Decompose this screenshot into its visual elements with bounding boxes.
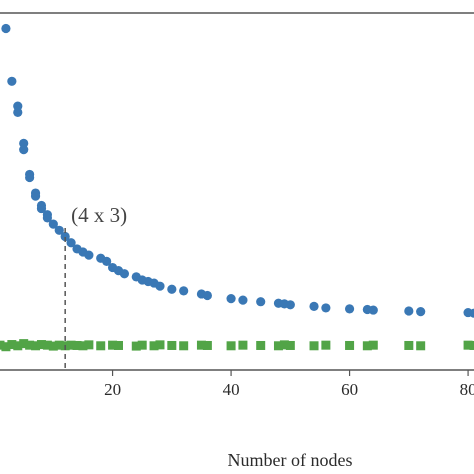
data-point-circle: [19, 144, 29, 155]
data-point-circle: [48, 219, 58, 229]
data-point-circle: [102, 256, 112, 266]
data-point-circle: [1, 23, 11, 34]
data-point-square: [285, 340, 295, 350]
data-point-circle: [285, 300, 295, 310]
data-point-square: [42, 340, 52, 350]
data-point-circle: [238, 295, 248, 305]
data-point-circle: [404, 306, 414, 316]
data-point-square: [238, 340, 248, 350]
x-axis-title: Number of nodes: [228, 450, 353, 470]
annotation-group: (4 x 3): [64, 203, 127, 370]
data-point-circle: [155, 281, 165, 291]
data-point-square: [155, 340, 165, 350]
data-point-square: [179, 341, 189, 351]
annotation-label: (4 x 3): [71, 203, 127, 227]
x-tick-label: 80: [460, 380, 474, 399]
data-point-square: [202, 340, 212, 350]
data-point-circle: [226, 294, 236, 304]
data-point-square: [48, 341, 58, 351]
data-point-circle: [179, 286, 189, 296]
data-point-square: [321, 340, 331, 350]
data-point-square: [167, 340, 177, 350]
data-point-circle: [469, 308, 474, 318]
data-point-square: [54, 340, 64, 350]
data-point-square: [131, 341, 141, 351]
data-point-square: [78, 341, 88, 351]
data-point-square: [273, 341, 283, 351]
data-point-square: [36, 340, 46, 350]
data-point-square: [96, 341, 106, 351]
data-point-circle: [30, 191, 41, 201]
data-point-circle: [13, 107, 23, 117]
data-point-square: [108, 340, 118, 350]
data-point-circle: [167, 284, 177, 294]
data-point-square: [463, 340, 473, 350]
data-point-square: [72, 340, 82, 350]
data-point-square: [31, 341, 41, 351]
data-point-square: [84, 340, 94, 350]
data-point-square: [7, 340, 17, 350]
data-point-circle: [42, 213, 53, 223]
data-point-square: [1, 342, 11, 352]
data-point-circle: [344, 304, 355, 314]
data-point-square: [226, 341, 236, 351]
data-point-square: [416, 341, 426, 351]
data-point-circle: [321, 303, 331, 313]
data-point-circle: [60, 231, 70, 242]
data-point-square: [309, 341, 319, 351]
x-tick-label: 60: [341, 380, 358, 399]
data-point-circle: [54, 225, 64, 235]
data-point-circle: [66, 238, 76, 248]
x-tick-label: 40: [223, 380, 240, 399]
data-point-circle: [256, 297, 266, 307]
data-point-square: [362, 341, 372, 351]
data-point-square: [404, 340, 414, 350]
data-point-square: [25, 340, 35, 350]
data-point-circle: [84, 250, 94, 260]
data-point-circle: [36, 203, 47, 214]
data-point-square: [368, 340, 378, 350]
data-point-square: [114, 340, 123, 350]
data-point-circle: [309, 301, 319, 311]
data-point-square: [345, 340, 355, 350]
data-point-square: [19, 339, 29, 349]
data-point-square: [66, 340, 76, 350]
data-points: [0, 23, 474, 352]
data-point-circle: [202, 290, 212, 301]
data-point-square: [149, 341, 159, 351]
data-point-circle: [416, 307, 426, 317]
data-point-square: [469, 340, 474, 350]
x-axis-ticks: 20 40 60 80: [104, 370, 474, 399]
data-point-square: [13, 341, 23, 351]
data-point-square: [137, 340, 147, 350]
data-point-square: [196, 340, 206, 350]
data-point-circle: [7, 76, 17, 86]
data-point-square: [256, 340, 266, 350]
data-point-circle: [25, 172, 35, 183]
data-point-circle: [119, 269, 130, 279]
data-point-circle: [368, 305, 378, 315]
x-tick-label: 20: [104, 380, 121, 399]
data-point-square: [279, 340, 289, 350]
